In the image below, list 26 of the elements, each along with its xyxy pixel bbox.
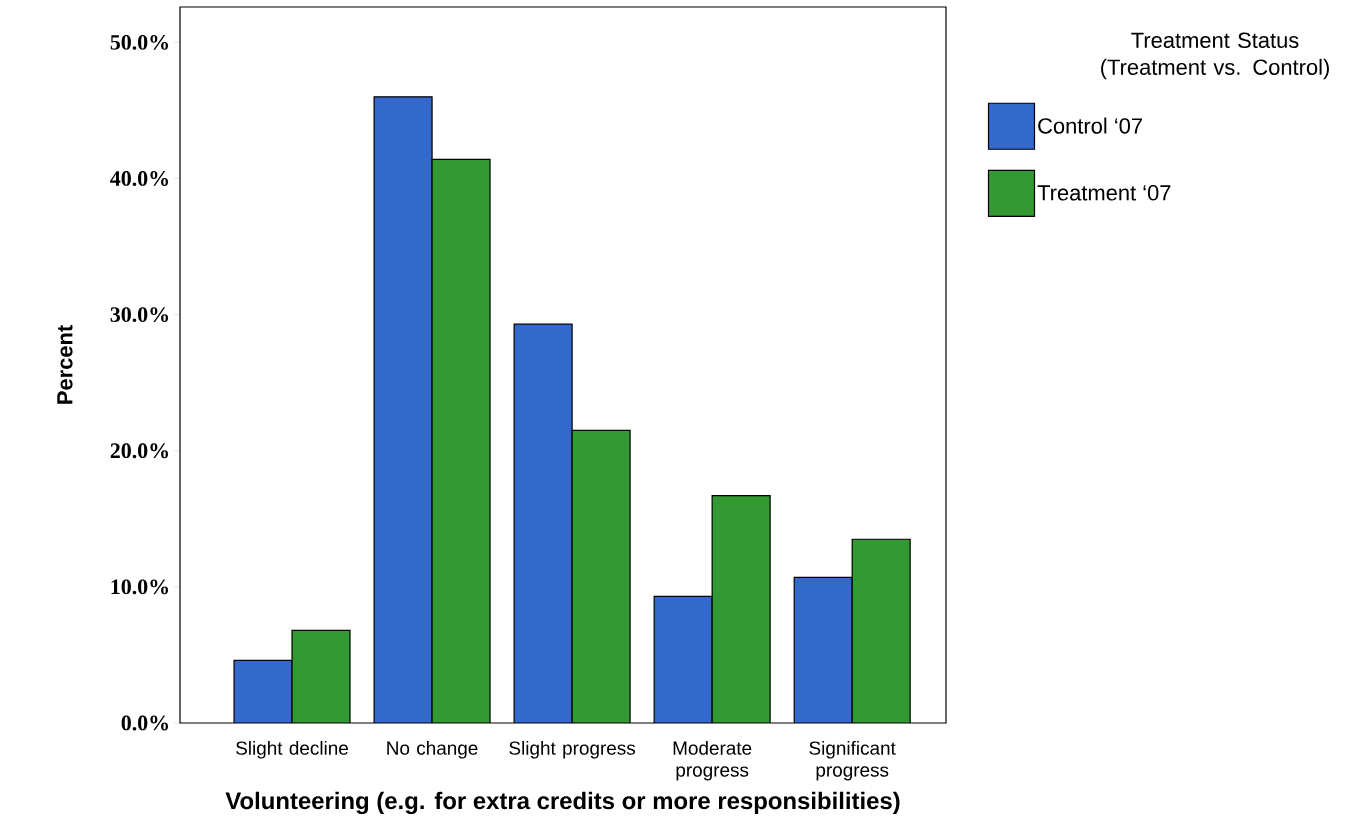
y-tick-label: 50.0% [110, 34, 169, 50]
bar [793, 576, 853, 723]
y-tick-label: 20.0% [110, 443, 169, 459]
x-axis-title: Volunteering (e.g. for extra credits or more responsibilities) [225, 791, 900, 815]
x-tick-label: Moderate progress [673, 740, 752, 781]
bar [432, 159, 491, 723]
y-tick-label: 30.0% [110, 307, 169, 323]
legend-label: Treatment ‘07 [1037, 185, 1171, 201]
legend-label: Control ‘07 [1038, 117, 1142, 134]
bar [712, 495, 771, 723]
x-tick-label: No change [387, 740, 478, 759]
y-axis-title: Percent [57, 325, 73, 404]
y-tick-label: 0.0% [121, 715, 169, 731]
bar [292, 630, 351, 723]
legend-title: Treatment Status (Treatment vs. Control) [1101, 32, 1329, 80]
bar [572, 430, 631, 723]
y-tick-label: 40.0% [110, 171, 169, 186]
x-tick-label: Slight progress [509, 740, 636, 759]
bar [514, 324, 573, 723]
bar [654, 596, 713, 723]
bar [851, 538, 911, 723]
bar [234, 660, 293, 723]
bar [374, 96, 433, 723]
y-tick-label: 10.0% [111, 579, 169, 595]
x-tick-label: Slight decline [236, 740, 348, 759]
x-tick-label: Significant progress [809, 740, 896, 781]
